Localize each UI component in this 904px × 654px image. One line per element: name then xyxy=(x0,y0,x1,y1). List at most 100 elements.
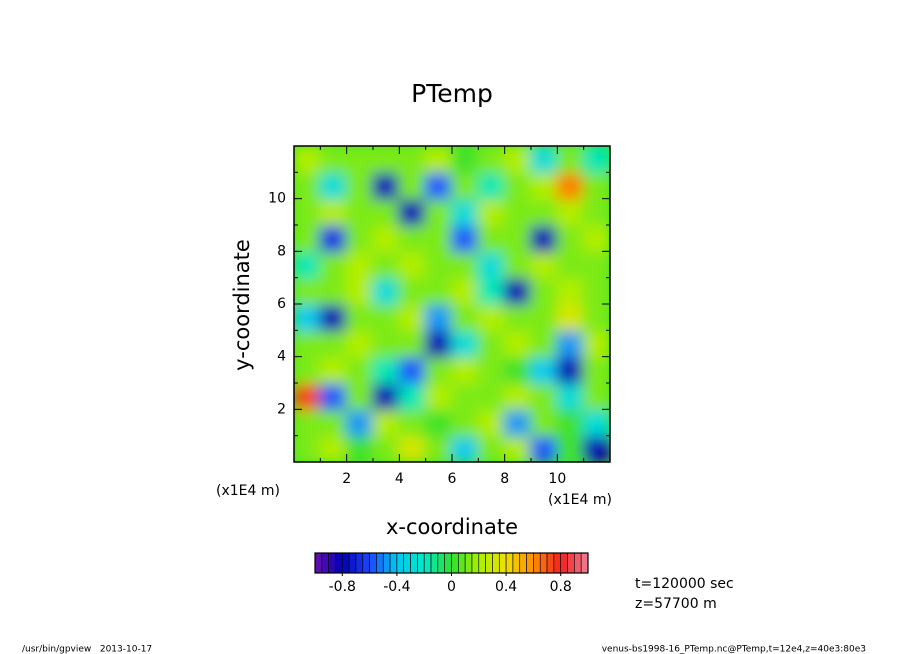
colorbar-box xyxy=(403,552,411,574)
colorbar-box xyxy=(444,552,452,574)
cell xyxy=(530,382,559,411)
cell xyxy=(372,171,401,200)
cell xyxy=(345,355,374,384)
cell xyxy=(503,329,532,358)
cell xyxy=(294,276,322,305)
colorbar-box xyxy=(417,552,425,574)
cell xyxy=(451,303,480,332)
colorbar-box xyxy=(560,552,568,574)
cell xyxy=(503,382,532,411)
cell xyxy=(556,171,585,200)
colorbar-box xyxy=(519,552,527,574)
cell xyxy=(582,250,610,279)
cell xyxy=(582,224,610,253)
cell xyxy=(424,224,453,253)
cell xyxy=(477,408,506,437)
cell xyxy=(319,408,348,437)
cell xyxy=(477,276,506,305)
cell xyxy=(582,171,610,200)
cell xyxy=(319,250,348,279)
x-unit: (x1E4 m) xyxy=(548,492,612,508)
colorbar-box xyxy=(430,552,439,574)
cell xyxy=(319,434,348,462)
cell xyxy=(582,382,610,411)
cell xyxy=(582,408,610,437)
colorbar-box xyxy=(512,552,521,574)
colorbar-box xyxy=(321,552,329,574)
cell xyxy=(451,355,480,384)
cell xyxy=(424,303,453,332)
cell xyxy=(398,197,427,226)
cell xyxy=(319,197,348,226)
colorbar-box xyxy=(498,552,507,574)
cell xyxy=(530,434,559,462)
cell xyxy=(582,276,610,305)
cell xyxy=(372,146,401,174)
colorbar-box xyxy=(328,552,336,574)
cell xyxy=(319,224,348,253)
cell xyxy=(319,382,348,411)
cell xyxy=(372,250,401,279)
colorbar-box xyxy=(580,552,589,574)
footer: /usr/bin/gpview 2013-10-17 xyxy=(22,645,152,654)
cell xyxy=(451,276,480,305)
cell xyxy=(451,434,480,462)
cell xyxy=(503,276,532,305)
colorbar-tick-label: 0.4 xyxy=(495,579,517,595)
cell xyxy=(345,146,374,174)
cell xyxy=(530,250,559,279)
cell xyxy=(398,408,427,437)
cell xyxy=(294,171,322,200)
cell xyxy=(477,329,506,358)
cell xyxy=(556,250,585,279)
cell xyxy=(319,303,348,332)
cell xyxy=(319,329,348,358)
cell xyxy=(372,408,401,437)
cell xyxy=(372,224,401,253)
chart-title: PTemp xyxy=(411,79,493,108)
y-axis-label: y-coordinate xyxy=(230,239,254,371)
cell xyxy=(294,197,322,226)
cell xyxy=(477,382,506,411)
cell xyxy=(582,355,610,384)
cell xyxy=(319,171,348,200)
cell xyxy=(582,434,610,462)
cell xyxy=(294,224,322,253)
colorbar-box xyxy=(485,552,493,574)
cell xyxy=(477,171,506,200)
cell xyxy=(556,355,585,384)
cell xyxy=(294,329,322,358)
cell xyxy=(424,355,453,384)
cell xyxy=(556,382,585,411)
cell xyxy=(503,197,532,226)
x-tick-label: 2 xyxy=(342,471,351,487)
cell xyxy=(424,408,453,437)
colorbar-box xyxy=(574,552,582,574)
y-tick-label: 10 xyxy=(268,191,286,207)
cell xyxy=(372,434,401,462)
cell xyxy=(556,197,585,226)
colorbar-box xyxy=(505,552,514,574)
colorbar-box xyxy=(533,552,541,574)
cell xyxy=(451,224,480,253)
cell xyxy=(294,146,322,174)
cell xyxy=(294,250,322,279)
y-tick-label: 2 xyxy=(277,401,286,417)
cell xyxy=(398,250,427,279)
cell xyxy=(319,355,348,384)
cell xyxy=(503,146,532,174)
cell xyxy=(398,434,427,462)
colorbar-box xyxy=(471,552,480,574)
cell xyxy=(424,382,453,411)
cell xyxy=(345,276,374,305)
cell xyxy=(319,146,348,174)
cell xyxy=(530,408,559,437)
cell xyxy=(477,197,506,226)
colorbar-tick-label: -0.8 xyxy=(329,579,356,595)
x-axis-label: x-coordinate xyxy=(386,515,518,539)
cell xyxy=(556,408,585,437)
cell xyxy=(477,303,506,332)
cell xyxy=(503,171,532,200)
colorbar-box xyxy=(382,552,391,574)
colorbar-box xyxy=(410,552,418,574)
